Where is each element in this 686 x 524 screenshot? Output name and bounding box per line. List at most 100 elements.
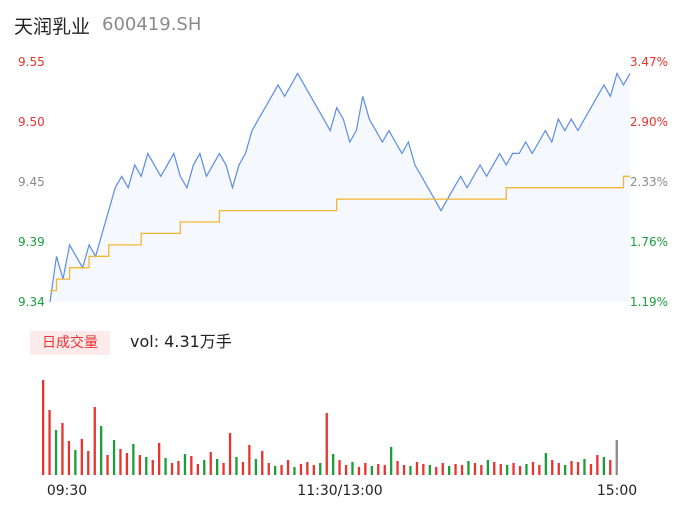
volume-bar: [48, 410, 51, 475]
volume-bar: [267, 463, 270, 475]
volume-bar: [602, 457, 605, 475]
volume-bar: [74, 450, 77, 475]
volume-bar: [557, 463, 560, 475]
volume-bar: [119, 449, 122, 475]
volume-bar: [299, 464, 303, 475]
volume-bar: [100, 426, 103, 475]
x-tick-label: 11:30/13:00: [297, 483, 382, 499]
volume-bar: [54, 430, 58, 475]
volume-bar: [286, 460, 290, 475]
y-tick-label-right: 2.90%: [630, 115, 668, 129]
volume-bar: [177, 461, 180, 475]
y-tick-label: 9.39: [18, 235, 45, 249]
volume-bar: [151, 460, 154, 475]
volume-bar: [203, 460, 206, 475]
volume-bar: [435, 467, 438, 475]
volume-bar: [332, 454, 335, 475]
volume-bar: [80, 439, 83, 475]
volume-bar: [538, 465, 541, 475]
y-tick-label: 9.34: [18, 295, 45, 309]
volume-bar: [454, 464, 457, 475]
y-tick-label-right: 1.19%: [630, 295, 668, 309]
volume-bar: [544, 453, 547, 475]
volume-bar: [512, 463, 515, 475]
volume-bar: [248, 445, 251, 475]
volume-bar: [390, 447, 393, 475]
volume-bar: [486, 460, 489, 475]
volume-bar: [589, 464, 593, 475]
volume-bar: [448, 466, 451, 475]
volume-bar: [145, 457, 148, 475]
volume-bar: [293, 467, 296, 475]
volume-bar: [93, 407, 96, 475]
volume-bar: [67, 441, 71, 475]
volume-bar: [525, 464, 528, 475]
volume-bar: [209, 452, 212, 475]
x-tick-label: 15:00: [597, 483, 637, 499]
volume-bar: [170, 463, 174, 475]
volume-bar: [506, 465, 509, 475]
volume-bar: [428, 465, 431, 475]
volume-bar: [551, 460, 554, 475]
volume-bar: [583, 459, 586, 475]
y-tick-label-right: 1.76%: [630, 235, 668, 249]
volume-bar: [564, 465, 567, 475]
volume-bar: [261, 451, 264, 475]
volume-bar: [280, 465, 283, 475]
volume-bar: [357, 467, 361, 475]
volume-bar: [196, 464, 199, 475]
volume-bar: [312, 465, 315, 475]
volume-bar: [409, 466, 412, 475]
y-tick-label: 9.50: [18, 115, 45, 129]
volume-bar: [138, 455, 141, 475]
volume-bar: [164, 458, 167, 475]
volume-bar: [222, 463, 225, 475]
volume-bar: [467, 461, 470, 475]
volume-bar: [319, 463, 322, 475]
x-tick-label: 09:30: [47, 483, 87, 499]
volume-bar: [112, 440, 116, 475]
volume-bar: [344, 465, 348, 475]
volume-bar: [132, 444, 135, 475]
volume-bar: [596, 455, 599, 475]
volume-bar: [493, 462, 496, 475]
volume-bar: [441, 463, 444, 475]
volume-bar: [531, 462, 535, 475]
volume-bar: [570, 461, 573, 475]
price-line: [49, 71, 631, 303]
y-tick-label: 9.45: [18, 175, 45, 189]
volume-bar: [370, 466, 373, 475]
volume-bar: [87, 451, 90, 475]
volume-bar: [615, 440, 618, 475]
y-tick-label-right: 2.33%: [630, 175, 668, 189]
volume-bar: [518, 466, 522, 475]
volume-bar: [338, 460, 341, 475]
y-tick-label: 9.55: [18, 55, 45, 69]
volume-bar: [325, 413, 328, 475]
volume-bar: [402, 465, 406, 475]
volume-bar: [473, 463, 477, 475]
volume-bar: [241, 462, 245, 475]
volume-bar: [480, 465, 483, 475]
volume-bar: [499, 464, 502, 475]
volume-tab[interactable]: 日成交量: [30, 331, 110, 355]
stock-code: 600419.SH: [102, 14, 202, 35]
volume-bar: [422, 464, 425, 475]
volume-bar: [306, 462, 309, 475]
price-area: [50, 73, 630, 303]
volume-bar: [216, 459, 219, 475]
volume-bar: [183, 454, 187, 475]
volume-bar: [42, 380, 45, 475]
volume-bar: [415, 462, 419, 475]
volume-bar: [383, 465, 386, 475]
volume-bar: [228, 433, 232, 475]
volume-bar: [61, 423, 64, 475]
volume-bar: [351, 462, 354, 475]
volume-bar: [364, 463, 367, 475]
volume-bar: [396, 461, 399, 475]
volume-bar: [158, 443, 161, 475]
volume-bar: [274, 466, 277, 475]
average-price-line: [50, 175, 630, 292]
